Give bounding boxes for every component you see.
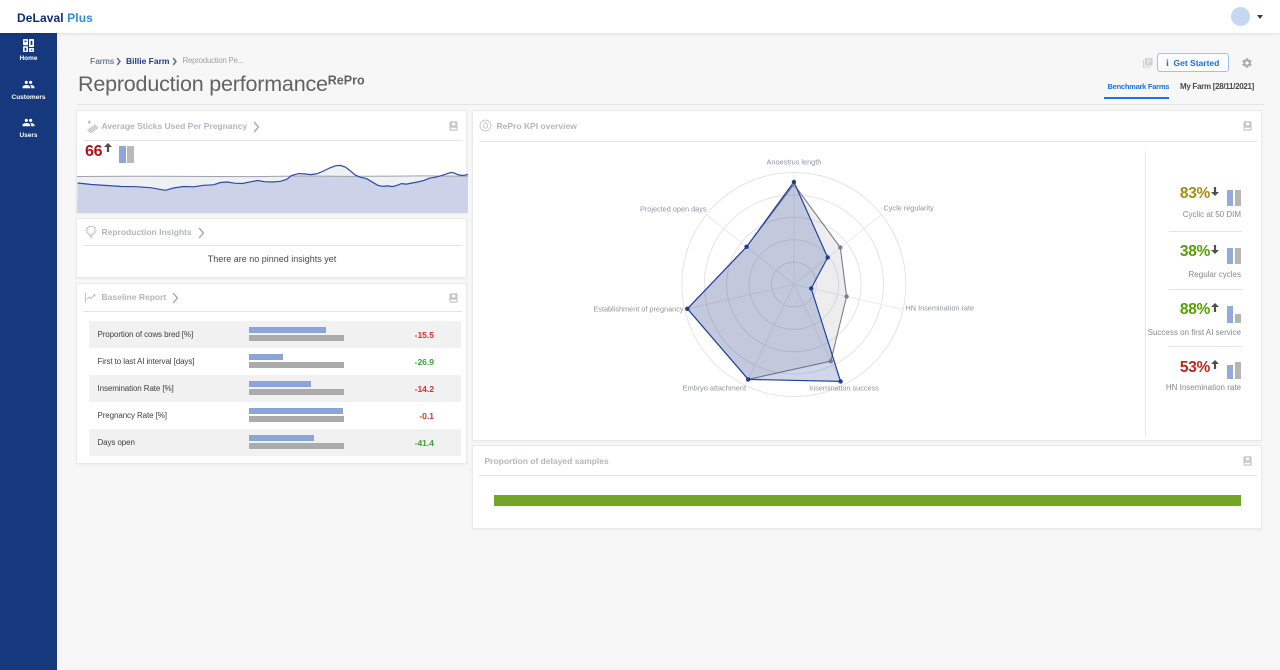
svg-text:Cycle regularity: Cycle regularity — [883, 204, 934, 213]
svg-text:Embryo attachment: Embryo attachment — [682, 384, 745, 393]
svg-text:Projected open days: Projected open days — [639, 205, 706, 214]
svg-text:HN Insemination rate: HN Insemination rate — [905, 304, 974, 313]
svg-text:Insemination success: Insemination success — [809, 384, 879, 393]
svg-text:Establishment of pregnancy: Establishment of pregnancy — [593, 305, 683, 314]
svg-text:Anoestrus length: Anoestrus length — [766, 158, 821, 167]
